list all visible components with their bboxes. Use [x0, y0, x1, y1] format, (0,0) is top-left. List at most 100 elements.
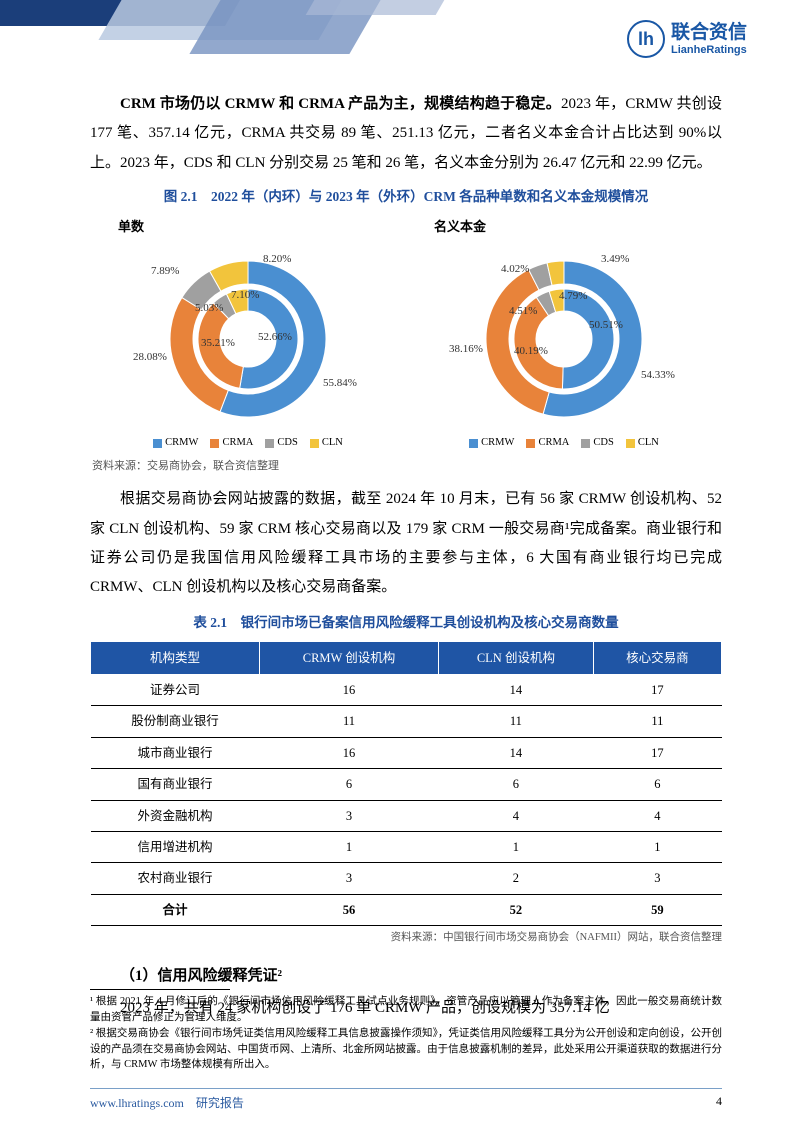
table-cell: 16 [259, 737, 438, 768]
table-row: 外资金融机构344 [91, 800, 722, 831]
table-row: 国有商业银行666 [91, 769, 722, 800]
table-cell: 合计 [91, 894, 260, 925]
lbl-crma-in: 35.21% [201, 333, 235, 354]
chart-left: 单数 8.20% 7.89% 7.10% 5.03% 35.21% 52.66%… [98, 214, 398, 454]
table-cell: 1 [439, 831, 594, 862]
table-source: 资料来源：中国银行间市场交易商协会（NAFMII）网站，联合资信整理 [90, 928, 722, 948]
table-col-header: 机构类型 [91, 641, 260, 674]
table-cell: 3 [259, 800, 438, 831]
legend-item: CRMA [210, 433, 253, 453]
table-cell: 4 [439, 800, 594, 831]
lbl-crma-out: 28.08% [133, 347, 167, 368]
p1-lead: CRM 市场仍以 CRMW 和 CRMA 产品为主，规模结构趋于稳定。 [120, 96, 561, 112]
legend-swatch [581, 439, 590, 448]
chart-right-sub: 名义本金 [434, 214, 486, 239]
table-row: 农村商业银行323 [91, 863, 722, 894]
table-cell: 17 [593, 737, 721, 768]
legend-item: CDS [265, 433, 297, 453]
legend-label: CDS [593, 433, 613, 453]
legend-swatch [526, 439, 535, 448]
legend-swatch [153, 439, 162, 448]
legend-label: CRMW [481, 433, 514, 453]
legend-swatch [210, 439, 219, 448]
banner-shape [306, 0, 445, 15]
legend-swatch [265, 439, 274, 448]
table-cell: 4 [593, 800, 721, 831]
footer-url: www.lhratings.com [90, 1096, 184, 1110]
page-footer: www.lhratings.com 研究报告 4 [90, 1094, 722, 1111]
legend-item: CRMA [526, 433, 569, 453]
lbl-cds-in: 5.03% [195, 298, 223, 319]
lbl-cln-in: 7.10% [231, 285, 259, 306]
table-cell: 17 [593, 675, 721, 706]
section-heading: （1）信用风险缓释凭证² [90, 962, 722, 991]
charts-row: 单数 8.20% 7.89% 7.10% 5.03% 35.21% 52.66%… [90, 214, 722, 454]
brand-en: LianheRatings [671, 44, 747, 57]
legend-label: CRMA [538, 433, 569, 453]
brand-cn: 联合资信 [671, 22, 747, 44]
header-banner: lh 联合资信 LianheRatings [0, 0, 802, 70]
lbl-crmw-out-r: 54.33% [641, 365, 675, 386]
table-cell: 2 [439, 863, 594, 894]
lbl-crmw-in-r: 50.51% [589, 315, 623, 336]
legend-item: CLN [310, 433, 343, 453]
legend-swatch [469, 439, 478, 448]
lbl-crmw-out: 55.84% [323, 373, 357, 394]
legend-label: CLN [638, 433, 659, 453]
donut-left: 8.20% 7.89% 7.10% 5.03% 35.21% 52.66% 28… [133, 241, 363, 431]
table-cell: 52 [439, 894, 594, 925]
figure-title: 图 2.1 2022 年（内环）与 2023 年（外环）CRM 各品种单数和名义… [90, 184, 722, 210]
lbl-cds-in-r: 4.51% [509, 301, 537, 322]
table-body: 证券公司161417股份制商业银行111111城市商业银行161417国有商业银… [91, 675, 722, 926]
lbl-crmw-in: 52.66% [258, 327, 292, 348]
table-cell: 城市商业银行 [91, 737, 260, 768]
table-cell: 6 [593, 769, 721, 800]
logo-mark: lh [627, 20, 665, 58]
lbl-cds-out: 7.89% [151, 261, 179, 282]
legend-item: CDS [581, 433, 613, 453]
page-content: CRM 市场仍以 CRMW 和 CRMA 产品为主，规模结构趋于稳定。2023 … [0, 70, 802, 1023]
legend-left: CRMW CRMA CDS CLN [153, 433, 343, 453]
legend-label: CRMA [222, 433, 253, 453]
lbl-crma-out-r: 38.16% [449, 339, 483, 360]
data-table: 机构类型CRMW 创设机构CLN 创设机构核心交易商 证券公司161417股份制… [90, 641, 722, 926]
donut-right: 3.49% 4.02% 4.79% 4.51% 50.51% 40.19% 38… [449, 241, 679, 431]
table-cell: 农村商业银行 [91, 863, 260, 894]
brand-logo: lh 联合资信 LianheRatings [627, 20, 747, 58]
legend-swatch [626, 439, 635, 448]
table-cell: 股份制商业银行 [91, 706, 260, 737]
table-cell: 国有商业银行 [91, 769, 260, 800]
table-cell: 3 [593, 863, 721, 894]
legend-swatch [310, 439, 319, 448]
table-cell: 11 [259, 706, 438, 737]
table-cell: 6 [439, 769, 594, 800]
footnotes: ¹ 根据 2021 年 4 月修订后的《银行间市场信用风险缓释工具试点业务规则》… [90, 989, 722, 1073]
table-cell: 6 [259, 769, 438, 800]
table-cell: 11 [593, 706, 721, 737]
footnote-2: ² 根据交易商协会《银行间市场凭证类信用风险缓释工具信息披露操作须知》，凭证类信… [90, 1026, 722, 1073]
chart-right: 名义本金 3.49% 4.02% 4.79% 4.51% 50.51% 40.1… [414, 214, 714, 454]
table-cell: 3 [259, 863, 438, 894]
table-cell: 信用增进机构 [91, 831, 260, 862]
table-cell: 证券公司 [91, 675, 260, 706]
lbl-cln-out-r: 3.49% [601, 249, 629, 270]
legend-label: CDS [277, 433, 297, 453]
table-cell: 16 [259, 675, 438, 706]
table-cell: 1 [259, 831, 438, 862]
lbl-cln-out: 8.20% [263, 249, 291, 270]
paragraph-1: CRM 市场仍以 CRMW 和 CRMA 产品为主，规模结构趋于稳定。2023 … [90, 90, 722, 178]
table-cell: 外资金融机构 [91, 800, 260, 831]
page-number: 4 [716, 1094, 722, 1111]
table-row: 股份制商业银行111111 [91, 706, 722, 737]
legend-item: CRMW [469, 433, 514, 453]
footer-rule [90, 1088, 722, 1089]
table-cell: 14 [439, 737, 594, 768]
table-total-row: 合计565259 [91, 894, 722, 925]
lbl-cln-in-r: 4.79% [559, 286, 587, 307]
legend-item: CRMW [153, 433, 198, 453]
legend-right: CRMW CRMA CDS CLN [469, 433, 659, 453]
legend-label: CLN [322, 433, 343, 453]
table-col-header: CRMW 创设机构 [259, 641, 438, 674]
table-cell: 1 [593, 831, 721, 862]
chart-left-sub: 单数 [118, 214, 144, 239]
